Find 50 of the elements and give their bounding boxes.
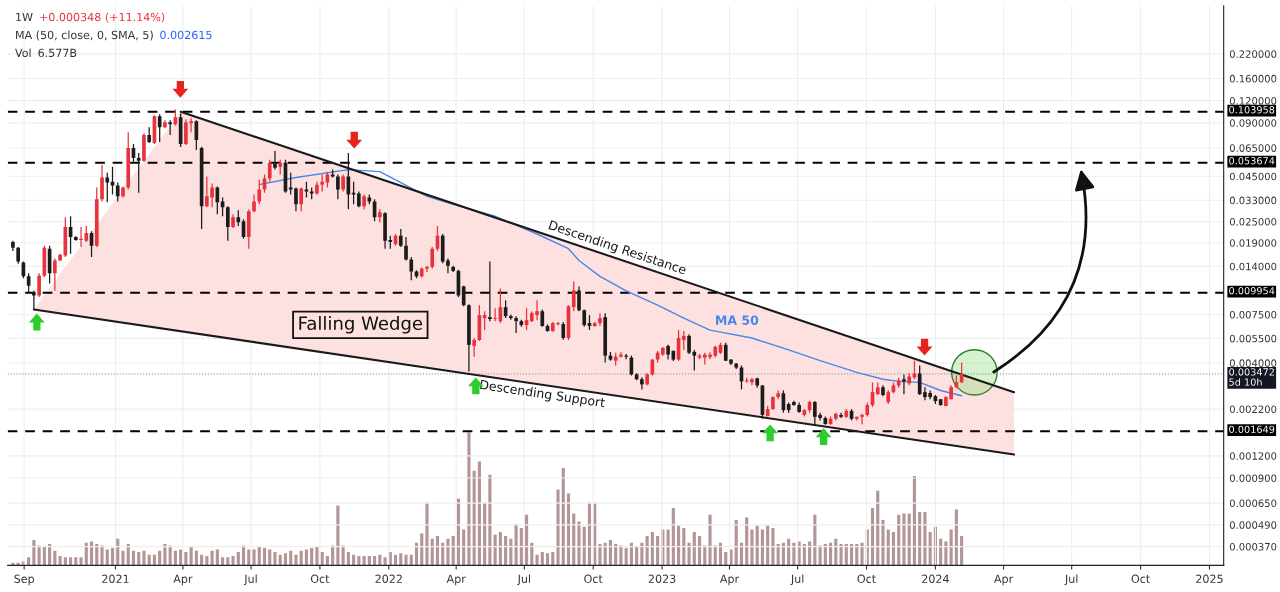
x-tick-label: Jul	[1064, 574, 1078, 586]
y-tick-label: 0.019000	[1229, 239, 1277, 247]
annotation: Vol	[15, 48, 31, 58]
x-tick-label: Oct	[857, 574, 876, 583]
y-tick-label: 0.000490	[1229, 521, 1277, 529]
y-tick-label: 0.045000	[1229, 172, 1277, 181]
ref-line-label: 0.053674	[1229, 157, 1275, 165]
x-tick-label: Jul	[517, 574, 530, 586]
series-label: MA 50	[716, 315, 759, 325]
ref-line-label: 0.009954	[1229, 287, 1275, 295]
x-tick-label: 2022	[375, 574, 402, 583]
y-tick-label: 0.220000	[1229, 50, 1277, 58]
ref-line-label: 0.001649	[1229, 425, 1275, 434]
ref-line-label: 0.003472 5d 10h	[1229, 368, 1274, 386]
ref-line-label: 0.103958	[1229, 106, 1275, 114]
annotation: MA (50, close, 0, SMA, 5)	[16, 30, 153, 41]
x-tick-label: Apr	[446, 574, 466, 586]
annotation: 6.577B	[38, 48, 77, 58]
y-tick-label: 0.000370	[1229, 542, 1277, 551]
y-tick-label: 0.007500	[1229, 310, 1277, 319]
x-tick-label: Apr	[173, 574, 193, 586]
x-tick-label: Oct	[584, 574, 603, 583]
y-tick-label: 0.120000	[1229, 97, 1277, 105]
y-tick-label: 0.090000	[1229, 119, 1277, 127]
x-tick-label: Jul	[243, 574, 257, 586]
y-tick-label: 0.002200	[1229, 405, 1277, 414]
y-tick-label: 0.005500	[1229, 334, 1277, 343]
y-tick-label: 0.025000	[1229, 218, 1277, 226]
x-tick-label: 2025	[1196, 574, 1223, 583]
y-tick-label: 0.160000	[1229, 74, 1277, 83]
x-tick-label: Sep	[14, 574, 35, 586]
x-tick-label: Apr	[719, 574, 740, 586]
x-tick-label: Oct	[1131, 574, 1150, 583]
annotation: 0.002615	[160, 30, 212, 40]
annotation: +0.000348 (+11.14%)	[40, 12, 165, 23]
x-tick-label: Jul	[790, 574, 804, 586]
y-tick-label: 0.000900	[1229, 474, 1277, 482]
y-tick-label: 0.065000	[1229, 144, 1277, 152]
x-tick-label: Oct	[310, 574, 330, 583]
annotation: 1W	[16, 12, 33, 22]
x-tick-label: Apr	[994, 574, 1014, 586]
x-tick-label: 2024	[922, 574, 949, 583]
y-tick-label: 0.000650	[1229, 499, 1277, 508]
y-tick-label: 0.004000	[1229, 359, 1277, 367]
annotation: Falling Wedge	[299, 316, 423, 334]
y-tick-label: 0.033000	[1229, 196, 1277, 205]
x-tick-label: 2021	[102, 574, 129, 583]
y-tick-label: 0.001200	[1229, 452, 1277, 460]
x-tick-label: 2023	[648, 574, 676, 583]
y-tick-label: 0.014000	[1229, 262, 1277, 271]
